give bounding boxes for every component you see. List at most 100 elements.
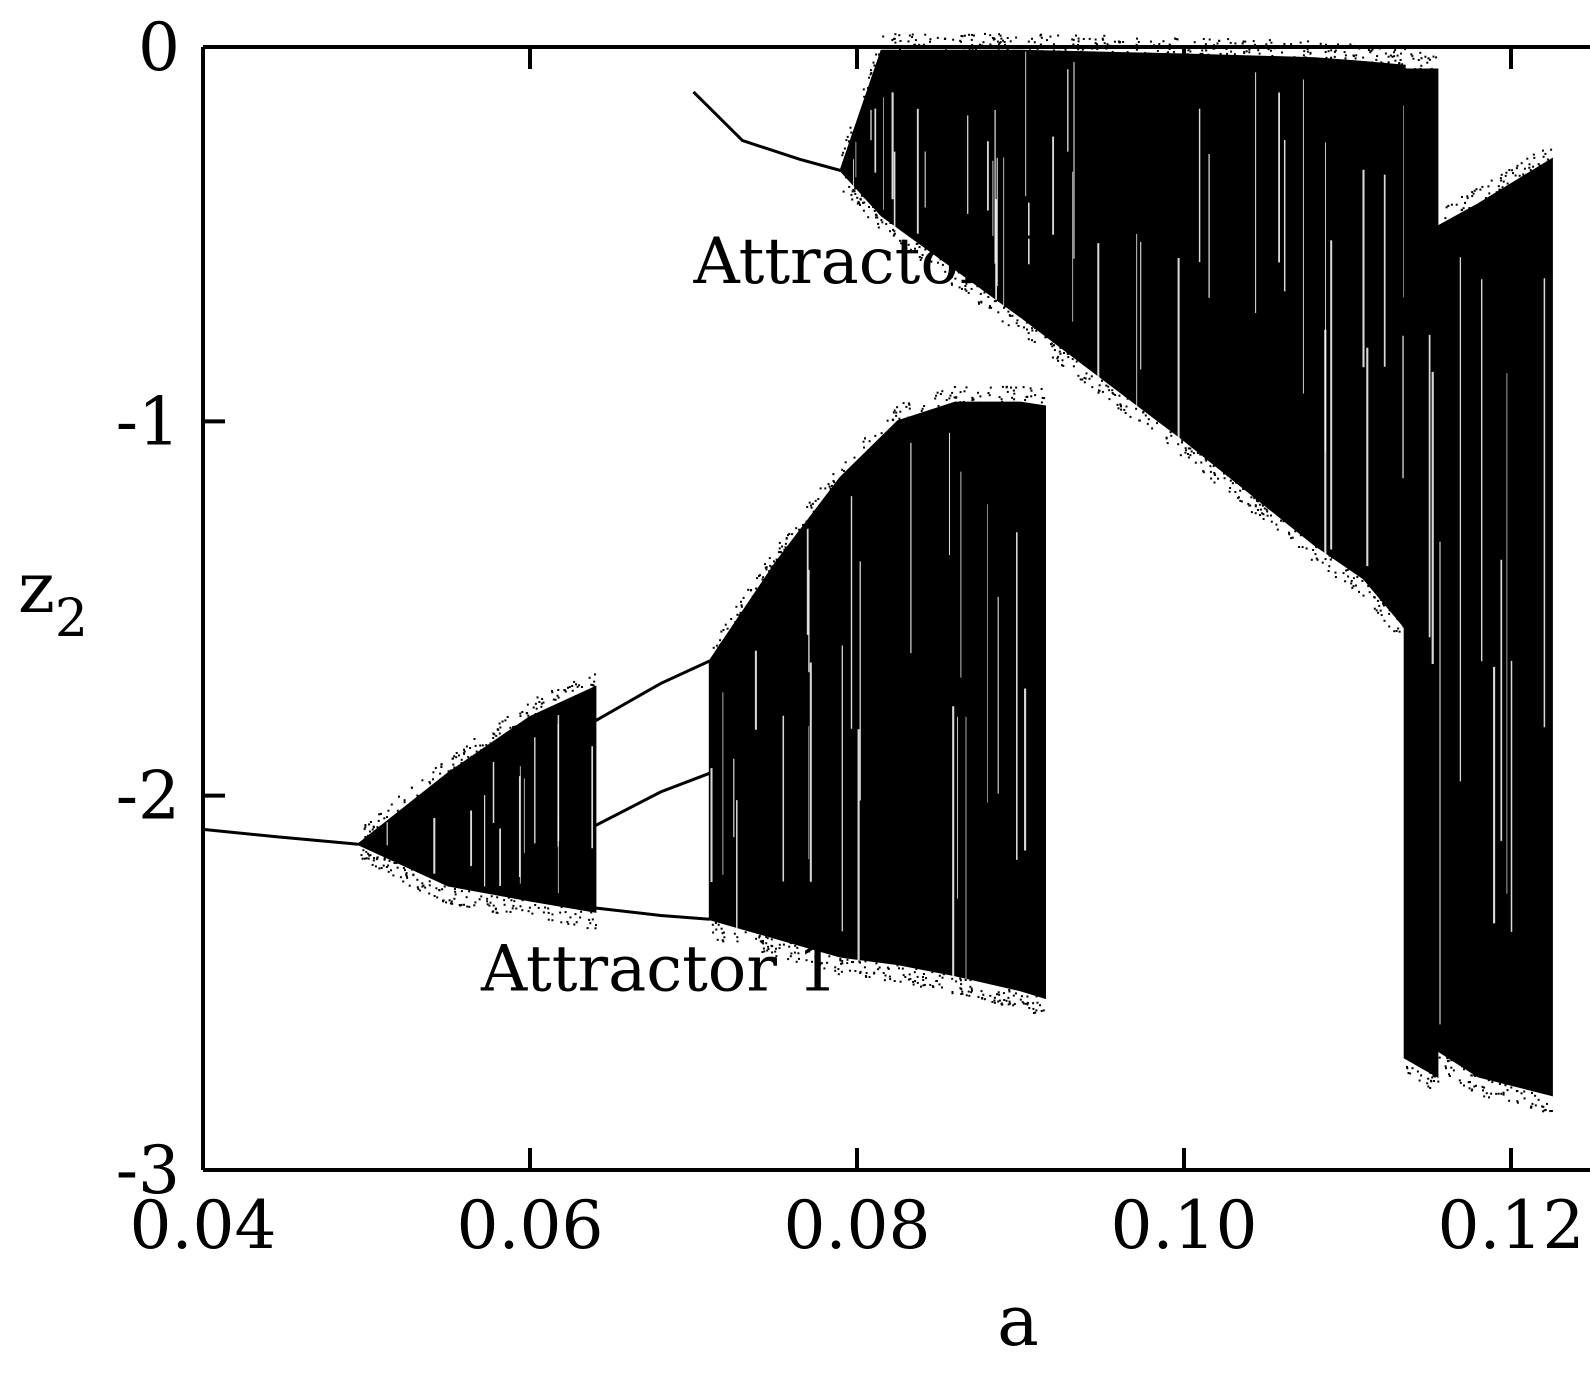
series-2-branch-2-point	[1293, 56, 1296, 59]
series-2-branch-2-point	[1103, 42, 1106, 45]
series-2-branch-2-point	[999, 34, 1002, 37]
series-2-branch-2-point	[1204, 43, 1207, 46]
series-1-branch-6-point	[1040, 401, 1043, 404]
series-2-branch-2-point	[1229, 487, 1232, 489]
series-1-branch-6-point	[997, 1000, 1000, 1003]
series-1-branch-6-point	[1035, 1009, 1038, 1012]
series-1-branch-6-point	[993, 1001, 996, 1004]
series-1-branch-6-point	[1021, 1001, 1024, 1004]
series-1-branch-6-point	[813, 511, 816, 514]
series-1-branch-6-point	[750, 589, 753, 591]
series-2-branch-2-point	[1393, 51, 1395, 54]
series-1-branch-6-point	[1007, 996, 1010, 999]
series-1-branch-6-point	[812, 510, 815, 513]
series-1-branch-2-point	[492, 904, 495, 907]
series-1-branch-6-point	[907, 978, 910, 981]
series-2-branch-2-point	[1257, 49, 1260, 52]
series-1-branch-2-point	[440, 763, 443, 766]
series-1-branch-2-texture	[360, 673, 597, 930]
series-2-branch-2-point	[1350, 580, 1353, 582]
series-2-branch-2-point	[1007, 324, 1010, 327]
series-2-branch-2-point	[1325, 56, 1328, 59]
series-2-branch-3-point	[1433, 1080, 1435, 1082]
series-2-branch-3-point	[1407, 1072, 1410, 1074]
series-1-branch-6-point	[828, 485, 831, 488]
series-2-branch-2-point	[1187, 456, 1190, 459]
x-tick-label: 0.12	[1438, 1187, 1585, 1264]
series-1-branch-6-point	[937, 405, 940, 408]
series-2-branch-2-point	[1189, 447, 1192, 450]
series-1-branch-2-point	[363, 857, 366, 860]
series-1-branch-2-point	[406, 876, 409, 879]
series-2-branch-2-point	[1201, 52, 1204, 55]
series-2-branch-2-point	[1081, 378, 1084, 381]
series-2-branch-2-point	[964, 285, 967, 287]
series-1-branch-2-point	[512, 726, 515, 728]
series-1-branch-6-point	[914, 415, 917, 418]
series-1-branch-6-point	[814, 499, 817, 502]
series-2-branch-4-point	[1516, 1101, 1519, 1104]
series-2-branch-2-point	[999, 41, 1002, 44]
series-1-branch-6-point	[732, 624, 735, 627]
series-2-branch-4-point	[1450, 1059, 1453, 1062]
series-2-branch-2-point	[1367, 49, 1370, 51]
series-2-branch-2-point	[1370, 49, 1373, 52]
series-1-branch-2-point	[375, 858, 378, 861]
series-1-branch-6-point	[818, 963, 821, 966]
series-2-branch-2-point	[1213, 471, 1216, 474]
series-2-branch-1	[692, 90, 841, 172]
series-1-branch-6-point	[789, 955, 792, 958]
series-1-branch-6-point	[882, 972, 885, 974]
series-2-branch-2-point	[1306, 48, 1309, 51]
series-2-branch-2-point	[993, 300, 996, 303]
series-2-branch-2-point	[1290, 537, 1293, 540]
series-2-branch-2-point	[1253, 43, 1256, 46]
series-1-branch-2-point	[403, 801, 406, 804]
series-2-branch-2-point	[1270, 514, 1272, 517]
series-2-branch-2-point	[1190, 450, 1193, 453]
series-1-branch-6-point	[953, 386, 956, 388]
series-1-branch-2-point	[474, 901, 477, 904]
series-1-branch-6-point	[778, 947, 781, 950]
series-2-branch-2-point	[977, 301, 980, 304]
series-2-branch-2-point	[1375, 609, 1378, 612]
series-2-branch-2-point	[1016, 319, 1019, 322]
series-1-branch-6-point	[998, 993, 1001, 996]
series-1-branch-2-point	[382, 864, 385, 867]
series-1-branch-6-point	[1005, 385, 1008, 388]
series-2-branch-2-point	[868, 85, 871, 88]
series-2-branch-2-point	[1223, 477, 1226, 480]
series-1-branch-2-point	[378, 813, 381, 816]
series-1-branch-6-point	[767, 948, 770, 950]
series-2-branch-2-point	[1187, 453, 1189, 455]
series-1-branch-2-point	[547, 911, 550, 914]
series-1-branch-2-point	[460, 903, 463, 906]
series-2-branch-2-point	[1247, 503, 1250, 505]
series-1-branch-6-point	[920, 409, 923, 412]
series-2-branch-2-point	[1265, 43, 1268, 46]
series-2-branch-2-point	[1179, 454, 1182, 457]
series-1-branch-2-point	[527, 714, 530, 717]
series-1-branch-6-point	[922, 984, 925, 987]
series-2-branch-2-point	[853, 190, 856, 193]
series-2-branch-2-point	[1306, 50, 1309, 53]
series-2-branch-2-point	[1113, 40, 1116, 43]
series-2-branch-2-point	[1051, 342, 1054, 345]
series-2-branch-2-point	[867, 216, 870, 219]
series-1-branch-2-point	[455, 752, 458, 754]
series-2-branch-2-point	[1187, 447, 1190, 450]
series-1-branch-2-point	[441, 888, 444, 891]
series-2-branch-4-point	[1500, 1092, 1503, 1095]
series-1-branch-6-point	[916, 975, 919, 978]
series-1-branch-6-point	[824, 487, 827, 490]
series-2-branch-2-point	[1172, 50, 1175, 53]
series-2-branch-2-point	[924, 248, 927, 251]
series-1-branch-2-point	[428, 892, 431, 895]
series-1-branch-6-point	[758, 934, 761, 937]
series-1-branch-6-point	[768, 570, 771, 573]
series-1-branch-2-point	[371, 863, 374, 866]
series-1-branch-2-point	[387, 809, 390, 812]
series-1-branch-2-point	[486, 903, 489, 906]
series-2-branch-3-point	[1420, 1074, 1423, 1077]
series-1	[202, 385, 1046, 1014]
